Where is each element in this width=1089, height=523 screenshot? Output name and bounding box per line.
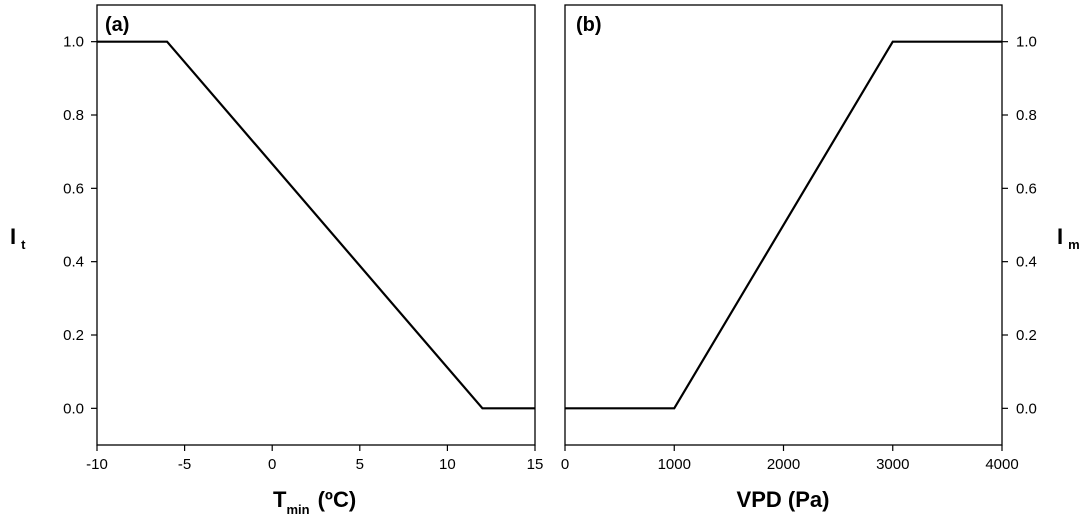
panel-a-y-tick-label: 0.2 (63, 327, 84, 344)
panel-b-x-ticks: 0 1000 2000 3000 4000 (561, 445, 1019, 473)
panel-a-frame (96, 4, 536, 446)
panel-a: (a) -10 -5 0 5 10 15 0.0 0.2 0.4 0.6 0.8 1.0 Tmin (… (10, 4, 543, 517)
panel-a-x-ticks: -10 -5 0 5 10 15 (86, 445, 543, 473)
panel-b-y-tick-label: 0.6 (1016, 180, 1037, 197)
panel-a-x-tick-label: 0 (268, 456, 276, 473)
panel-b-x-tick-label: 4000 (985, 456, 1018, 473)
panel-b-label: (b) (576, 14, 602, 36)
panel-a-y-tick-label: 0.4 (63, 254, 84, 271)
panel-b-x-tick-label: 1000 (658, 456, 691, 473)
panel-b-y-tick-label: 1.0 (1016, 34, 1037, 51)
panel-a-x-tick-label: 15 (527, 456, 544, 473)
panel-b-x-tick-label: 3000 (876, 456, 909, 473)
panel-b-series-line (565, 40, 1002, 410)
panel-b-x-tick-label: 2000 (767, 456, 800, 473)
panel-a-y-tick-label: 0.8 (63, 107, 84, 124)
panel-a-x-tick-label: -10 (86, 456, 108, 473)
panel-b-y-tick-label: 0.0 (1016, 400, 1037, 417)
panel-a-x-tick-label: 5 (356, 456, 364, 473)
panel-a-series-line (97, 40, 535, 410)
panel-a-label: (a) (105, 14, 129, 36)
panel-a-y-axis-subscript: t (21, 237, 26, 252)
panel-a-y-ticks: 0.0 0.2 0.4 0.6 0.8 1.0 (63, 34, 97, 417)
panel-a-x-tick-label: -5 (178, 456, 191, 473)
panel-a-x-axis-title: Tmin (ºC) (273, 487, 356, 517)
panel-b-y-tick-label: 0.8 (1016, 107, 1037, 124)
panel-a-y-tick-label: 0.6 (63, 180, 84, 197)
panel-a-y-axis-symbol: I (10, 224, 16, 249)
panel-a-x-axis-symbol: T (273, 487, 287, 512)
panel-a-x-axis-subscript: min (286, 502, 309, 517)
panel-b-y-ticks: 0.0 0.2 0.4 0.6 0.8 1.0 (1002, 34, 1037, 417)
panel-b-y-tick-label: 0.2 (1016, 327, 1037, 344)
panel-a-x-axis-unit: (ºC) (318, 487, 357, 512)
panel-b-x-tick-label: 0 (561, 456, 569, 473)
panel-b-y-axis-subscript: m (1068, 237, 1080, 252)
panel-b-y-tick-label: 0.4 (1016, 254, 1037, 271)
panel-a-y-tick-label: 0.0 (63, 400, 84, 417)
panel-b-y-axis-symbol: I (1057, 224, 1063, 249)
panel-a-y-tick-label: 1.0 (63, 34, 84, 51)
panel-b-x-axis-title: VPD (Pa) (737, 487, 830, 512)
panel-a-x-tick-label: 10 (439, 456, 456, 473)
panel-b: (b) 0 1000 2000 3000 4000 0.0 0.2 0.4 0.6 0.8 1.0… (561, 4, 1080, 512)
